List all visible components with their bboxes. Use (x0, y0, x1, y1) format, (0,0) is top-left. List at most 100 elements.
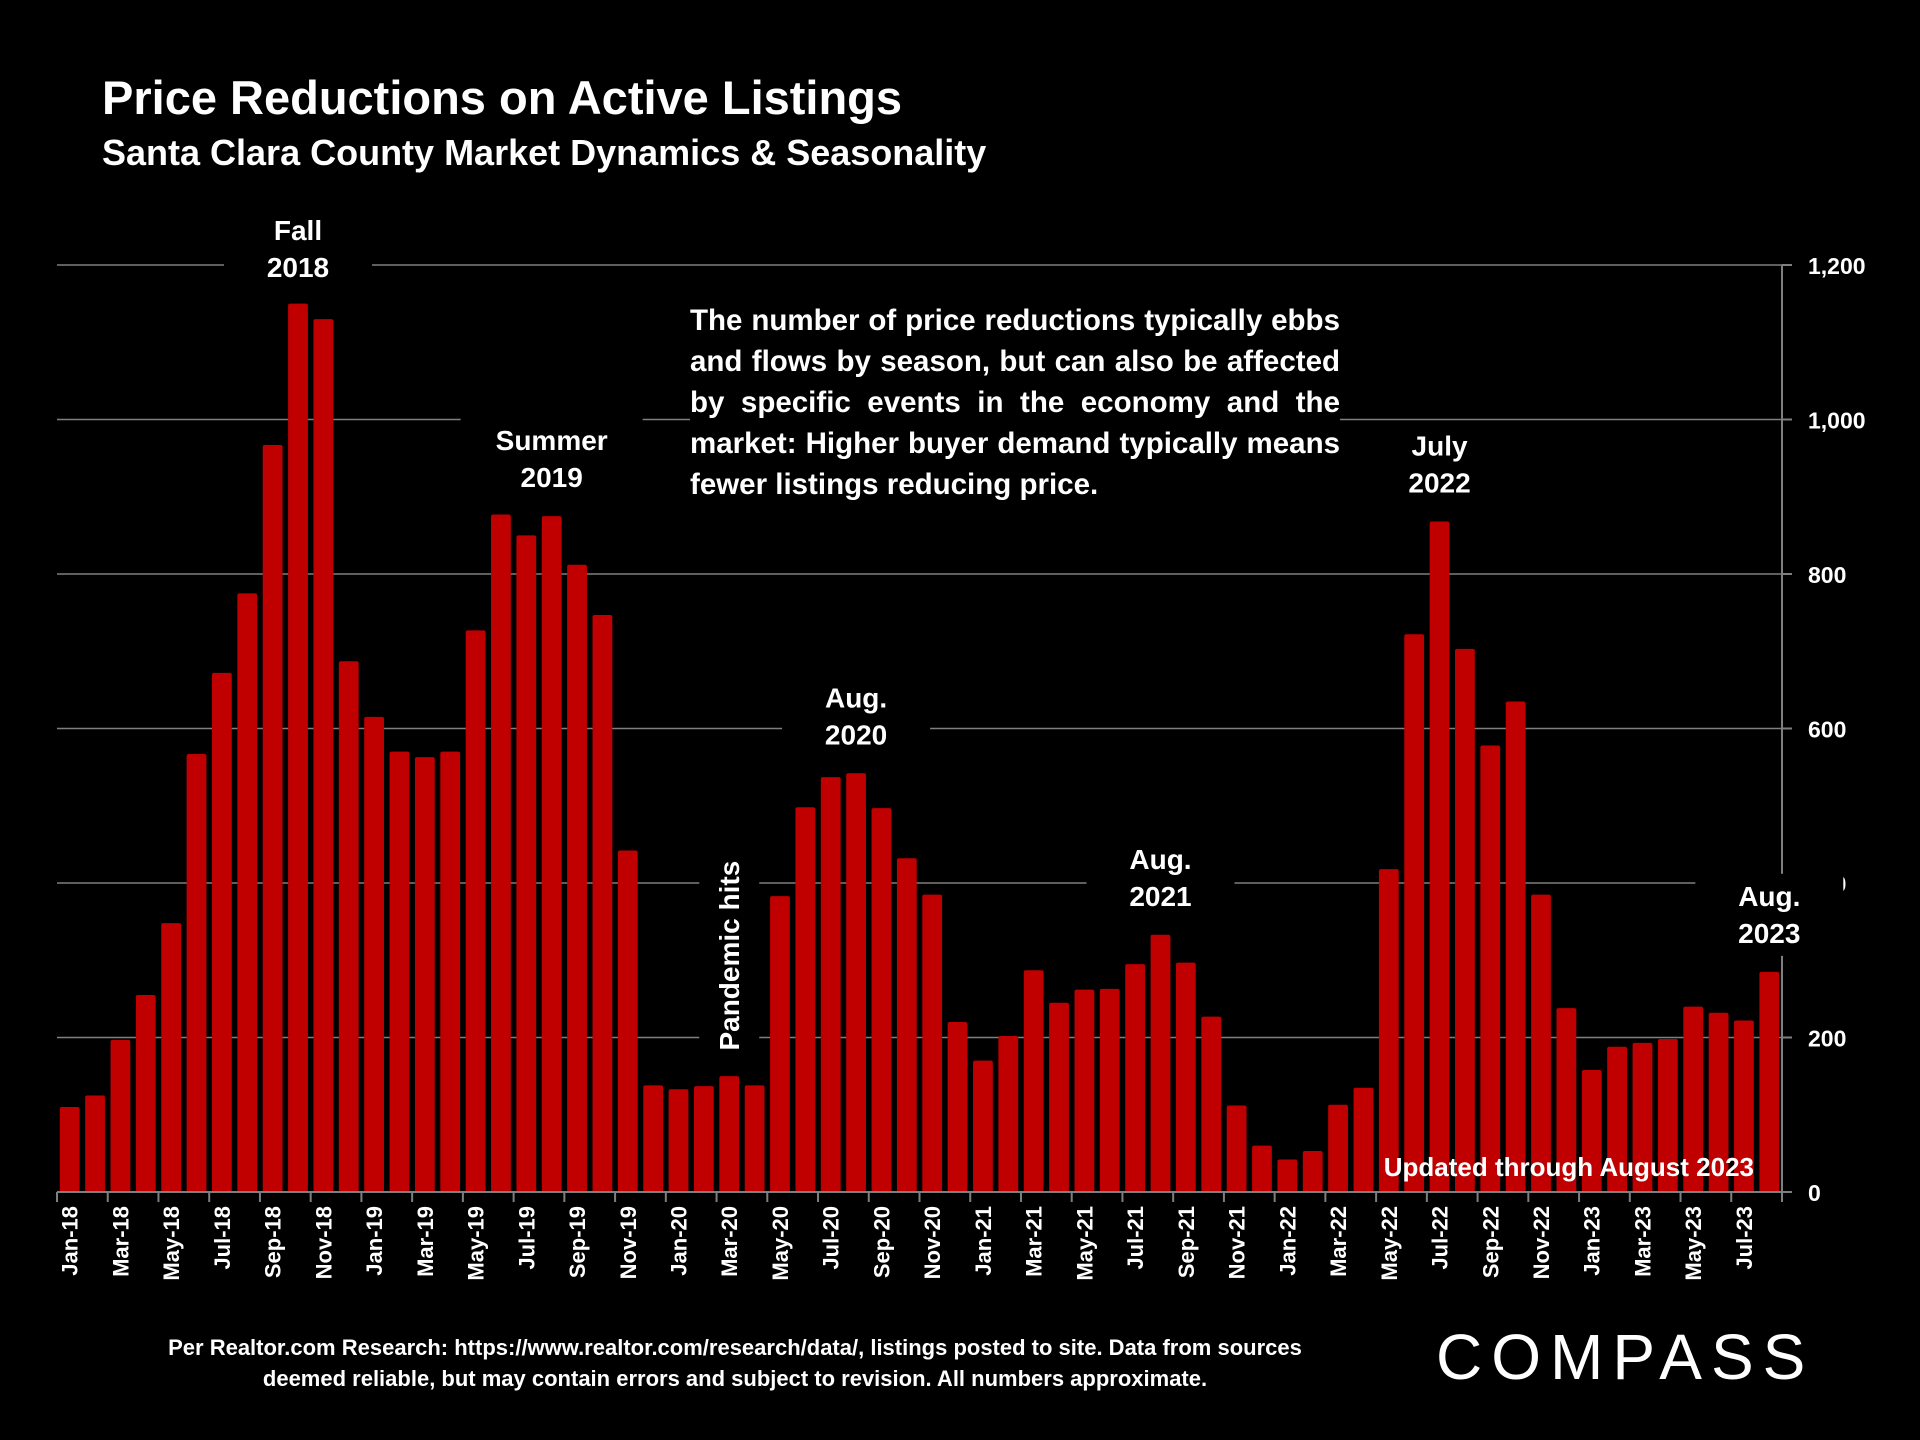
bar-Jan-19 (364, 716, 384, 1192)
bar-May-18 (161, 923, 182, 1192)
bar-May-20 (770, 896, 790, 1192)
annotation-bg (1365, 423, 1514, 506)
bar-Dec-22 (1556, 1008, 1577, 1192)
bar-Nov-19 (617, 850, 638, 1192)
bar-Nov-21 (1226, 1105, 1247, 1192)
x-tick-label: Jan-20 (667, 1206, 692, 1276)
x-tick-label: Mar-21 (1022, 1206, 1047, 1277)
y-tick-label: 1,200 (1808, 253, 1866, 279)
bar-Jul-23 (1734, 1020, 1754, 1192)
y-tick-label: 800 (1808, 562, 1846, 588)
bar-Sep-20 (871, 808, 892, 1192)
bar-Mar-23 (1632, 1042, 1653, 1192)
annotation-text: Pandemic hits (714, 861, 745, 1051)
bar-Apr-19 (440, 751, 461, 1192)
x-tick-label: May-19 (464, 1206, 489, 1281)
x-tick-label: Sep-22 (1478, 1206, 1503, 1278)
bar-Dec-20 (947, 1022, 968, 1192)
bar-Aug-21 (1150, 934, 1171, 1192)
x-tick-label: Jan-23 (1580, 1206, 1605, 1276)
x-tick-label: Jul-18 (210, 1206, 235, 1270)
bar-Apr-21 (1049, 1002, 1069, 1192)
y-tick-label: 1,000 (1808, 408, 1866, 434)
bar-Dec-21 (1252, 1145, 1272, 1192)
annotation-bg (223, 208, 372, 290)
bar-Jul-18 (211, 672, 232, 1192)
annotation-text: 2019 (521, 462, 583, 493)
source-note: Per Realtor.com Research: https://www.re… (168, 1335, 1302, 1391)
bar-Feb-18 (85, 1095, 105, 1192)
bar-Jun-19 (491, 514, 511, 1192)
y-tick-label: 200 (1808, 1026, 1846, 1052)
bar-Dec-19 (643, 1085, 664, 1192)
annotation-text: 2020 (825, 719, 887, 750)
annotation-text: Fall (274, 215, 322, 246)
x-tick-label: Jan-18 (58, 1206, 83, 1276)
annotation-text: 2021 (1129, 881, 1191, 912)
x-tick-label: Mar-23 (1630, 1206, 1655, 1277)
annotation-bg (1086, 836, 1235, 919)
x-tick-label: Mar-22 (1326, 1206, 1351, 1277)
bar-Sep-21 (1175, 962, 1196, 1192)
bar-Apr-22 (1353, 1087, 1374, 1192)
y-tick-label: 600 (1808, 717, 1846, 743)
bar-Sep-19 (567, 564, 587, 1192)
x-tick-label: Nov-22 (1529, 1206, 1554, 1279)
bar-May-23 (1683, 1006, 1704, 1192)
bar-Jan-22 (1277, 1159, 1298, 1192)
bar-Jun-18 (186, 753, 207, 1192)
x-tick-label: Jan-21 (971, 1206, 996, 1276)
annotation-bg (1695, 873, 1844, 956)
x-tick-label: Jul-23 (1732, 1206, 1757, 1270)
annotation-pandemic: Pandemic hits (699, 847, 760, 1065)
bar-Jun-21 (1099, 988, 1120, 1192)
x-tick-label: Jul-19 (514, 1206, 539, 1270)
bar-Oct-19 (592, 614, 613, 1192)
x-tick-label: Mar-20 (717, 1206, 742, 1277)
bar-Apr-23 (1657, 1039, 1678, 1192)
x-tick-label: Jul-20 (819, 1206, 844, 1270)
bar-Jan-23 (1581, 1069, 1602, 1192)
bar-Jul-21 (1125, 964, 1146, 1192)
annotation-text: 2023 (1738, 918, 1800, 949)
x-tick-label: May-21 (1072, 1206, 1097, 1281)
updated-note: Updated through August 2023 (1384, 1152, 1754, 1182)
bar-Sep-22 (1480, 745, 1501, 1192)
bar-Oct-20 (896, 858, 917, 1192)
x-tick-label: Sep-19 (565, 1206, 590, 1278)
x-tick-label: Nov-19 (616, 1206, 641, 1279)
bar-Jun-23 (1708, 1012, 1729, 1192)
bar-Nov-22 (1531, 894, 1551, 1192)
annotation-aug2023: Aug. 2023 (1695, 873, 1844, 956)
axes (56, 264, 1792, 1202)
bar-Aug-19 (541, 516, 562, 1192)
bar-Mar-21 (1023, 970, 1044, 1192)
annotation-text: 2022 (1408, 467, 1470, 498)
explanatory-note: The number of price reductions typically… (690, 300, 1340, 505)
bar-Aug-18 (237, 593, 258, 1192)
bar-Apr-18 (135, 995, 156, 1192)
x-tick-labels: Jan-18 Mar-18 May-18 Jul-18 Sep-18 Nov-18 Jan-… (58, 1206, 1757, 1281)
x-tick-label: Sep-21 (1174, 1206, 1199, 1278)
x-tick-label: Sep-20 (869, 1206, 894, 1278)
bar-Nov-20 (922, 894, 943, 1192)
chart-title: Price Reductions on Active Listings (102, 71, 903, 124)
x-tick-label: Nov-20 (920, 1206, 945, 1279)
x-tick-label: May-20 (768, 1206, 793, 1281)
bar-Jul-20 (820, 777, 841, 1192)
bar-Jun-20 (795, 807, 816, 1192)
annotation-summer2019: Summer 2019 (460, 418, 643, 501)
chart-subtitle: Santa Clara County Market Dynamics & Sea… (102, 132, 987, 173)
x-tick-label: Jul-21 (1123, 1206, 1148, 1270)
bar-Oct-18 (288, 303, 308, 1192)
annotation-aug2021: Aug. 2021 (1086, 836, 1235, 919)
bar-Feb-23 (1607, 1046, 1628, 1192)
annotation-bg (782, 675, 931, 758)
bar-Feb-20 (693, 1086, 714, 1192)
bar-Jun-22 (1404, 634, 1425, 1192)
annotation-text: Aug. (1129, 844, 1191, 875)
bar-Jan-21 (973, 1060, 993, 1192)
x-tick-label: Nov-21 (1225, 1206, 1250, 1279)
